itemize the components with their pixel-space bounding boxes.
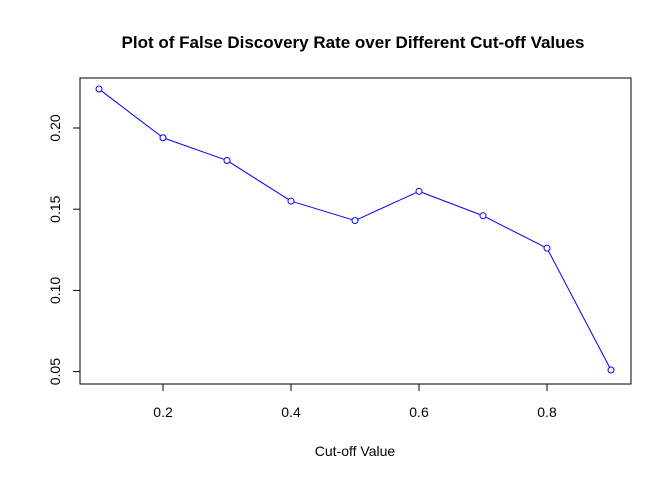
x-tick-label: 0.2 <box>153 404 173 420</box>
y-tick-label: 0.15 <box>47 195 63 222</box>
x-axis: 0.2 0.4 0.6 0.8 <box>153 383 557 420</box>
y-axis: 0.05 0.10 0.15 0.20 <box>47 114 81 385</box>
series-segment <box>421 191 481 216</box>
y-tick-label: 0.10 <box>47 277 63 304</box>
series-segment <box>485 216 545 248</box>
data-point <box>287 197 295 205</box>
plot-frame <box>79 77 632 385</box>
data-point <box>543 244 551 252</box>
series-segment <box>547 250 611 368</box>
series-segment <box>293 201 353 221</box>
x-tick-label: 0.4 <box>281 404 301 420</box>
chart-title: Plot of False Discovery Rate over Differ… <box>122 33 585 52</box>
x-axis-title: Cut-off Value <box>315 443 396 459</box>
series-segment <box>357 192 417 220</box>
data-point <box>479 212 487 220</box>
data-point <box>415 187 423 195</box>
series-fdr <box>95 85 615 374</box>
series-segment <box>165 138 225 160</box>
series-segment <box>229 161 289 200</box>
data-point <box>351 217 359 225</box>
x-tick-label: 0.6 <box>409 404 429 420</box>
series-segment <box>101 90 161 137</box>
y-tick-label: 0.05 <box>47 358 63 385</box>
data-point <box>159 134 167 142</box>
data-point <box>95 85 103 93</box>
data-point <box>607 366 615 374</box>
x-tick-label: 0.8 <box>537 404 557 420</box>
y-tick-label: 0.20 <box>47 114 63 141</box>
data-point <box>223 156 231 164</box>
